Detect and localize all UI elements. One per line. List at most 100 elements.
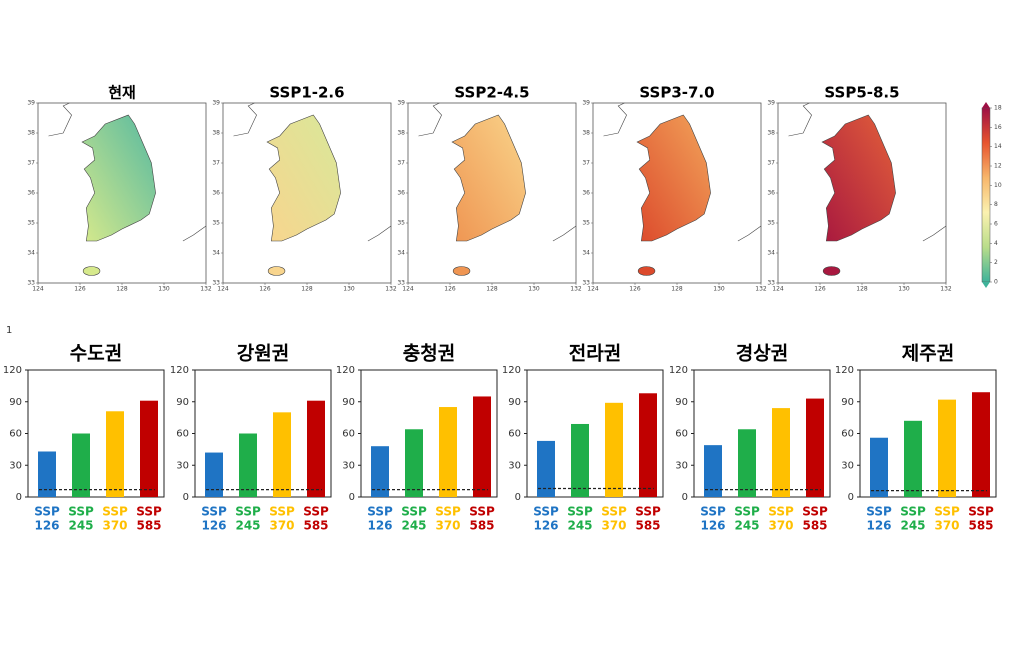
bar [938,399,956,497]
x-tick-label: SSP [601,505,627,519]
bar [405,429,423,497]
x-tick-label: SSP [201,505,227,519]
y-tick-label: 30 [9,460,22,471]
y-tick-label: 60 [9,429,22,440]
x-tick-label: SSP [533,505,559,519]
map-x-label: 132 [570,286,582,293]
x-tick-label: 370 [934,519,959,533]
colorbar-label: 2 [994,259,998,266]
bar [806,398,824,497]
bar [273,412,291,497]
coastline [182,225,207,242]
bar [639,393,657,497]
map-y-label: 33 [582,280,590,287]
colorbar-label: 0 [994,279,998,286]
x-tick-label: 370 [269,519,294,533]
chart-title: 강원권 [237,343,289,365]
bar [72,433,90,497]
coastline [737,225,762,242]
bar [571,423,589,497]
y-tick-label: 90 [176,397,189,408]
x-tick-label: 126 [700,519,725,533]
map-y-label: 34 [767,250,775,257]
y-tick-label: 0 [848,492,854,503]
x-tick-label: SSP [802,505,828,519]
y-tick-label: 0 [183,492,189,503]
map-title: SSP2-4.5 [454,84,529,102]
map-y-label: 38 [212,130,220,137]
map-y-label: 36 [27,190,35,197]
map-title: SSP1-2.6 [269,84,344,102]
map-x-label: 124 [772,286,784,293]
map-y-label: 39 [212,100,220,107]
bar [239,433,257,497]
jeju [637,266,656,276]
map-y-label: 36 [767,190,775,197]
map-x-label: 130 [343,286,355,293]
x-tick-label: 245 [235,519,260,533]
x-tick-label: 245 [734,519,759,533]
jeju [267,266,286,276]
coastline [418,102,442,137]
map-y-label: 37 [397,160,405,167]
colorbar-label: 14 [994,143,1002,150]
page-mark: 1 [6,325,12,336]
x-tick-label: 585 [136,519,161,533]
colorbar-label: 10 [994,182,1002,189]
bar [439,407,457,497]
y-tick-label: 90 [508,397,521,408]
map-y-label: 38 [582,130,590,137]
bar [106,411,124,497]
map-x-label: 130 [713,286,725,293]
korea-map [636,114,711,242]
y-tick-label: 90 [841,397,854,408]
map-x-label: 124 [587,286,599,293]
map-x-label: 132 [200,286,212,293]
bar [738,429,756,497]
map-x-label: 126 [629,286,641,293]
map-y-label: 36 [397,190,405,197]
map-x-label: 130 [528,286,540,293]
x-tick-label: 370 [601,519,626,533]
map-x-label: 128 [116,286,128,293]
y-tick-label: 120 [3,365,22,376]
coastline [552,225,577,242]
x-tick-label: SSP [401,505,427,519]
y-tick-label: 60 [342,429,355,440]
y-tick-label: 60 [508,429,521,440]
bar [473,396,491,497]
jeju [822,266,841,276]
x-tick-label: SSP [235,505,261,519]
x-tick-label: 370 [102,519,127,533]
x-tick-label: SSP [768,505,794,519]
x-tick-label: SSP [734,505,760,519]
map-y-label: 34 [212,250,220,257]
x-tick-label: SSP [567,505,593,519]
map-y-label: 39 [582,100,590,107]
map-y-label: 34 [397,250,405,257]
x-tick-label: SSP [136,505,162,519]
korea-map [821,114,896,242]
map-x-label: 126 [814,286,826,293]
coastline [922,225,947,242]
colorbar-label: 8 [994,201,998,208]
coastline [367,225,392,242]
coastline [233,102,257,137]
y-tick-label: 120 [170,365,189,376]
map-title: SSP3-7.0 [639,84,714,102]
chart-title: 경상권 [736,343,788,365]
x-tick-label: SSP [469,505,495,519]
colorbar-label: 12 [994,163,1002,170]
y-tick-label: 30 [176,460,189,471]
y-tick-label: 60 [841,429,854,440]
x-tick-label: SSP [34,505,60,519]
x-tick-label: 585 [802,519,827,533]
map-y-label: 39 [27,100,35,107]
x-tick-label: SSP [68,505,94,519]
bar [537,440,555,497]
map-x-label: 128 [486,286,498,293]
x-tick-label: 370 [435,519,460,533]
chart-title: 충청권 [403,343,455,365]
bar [904,420,922,497]
map-x-label: 128 [671,286,683,293]
